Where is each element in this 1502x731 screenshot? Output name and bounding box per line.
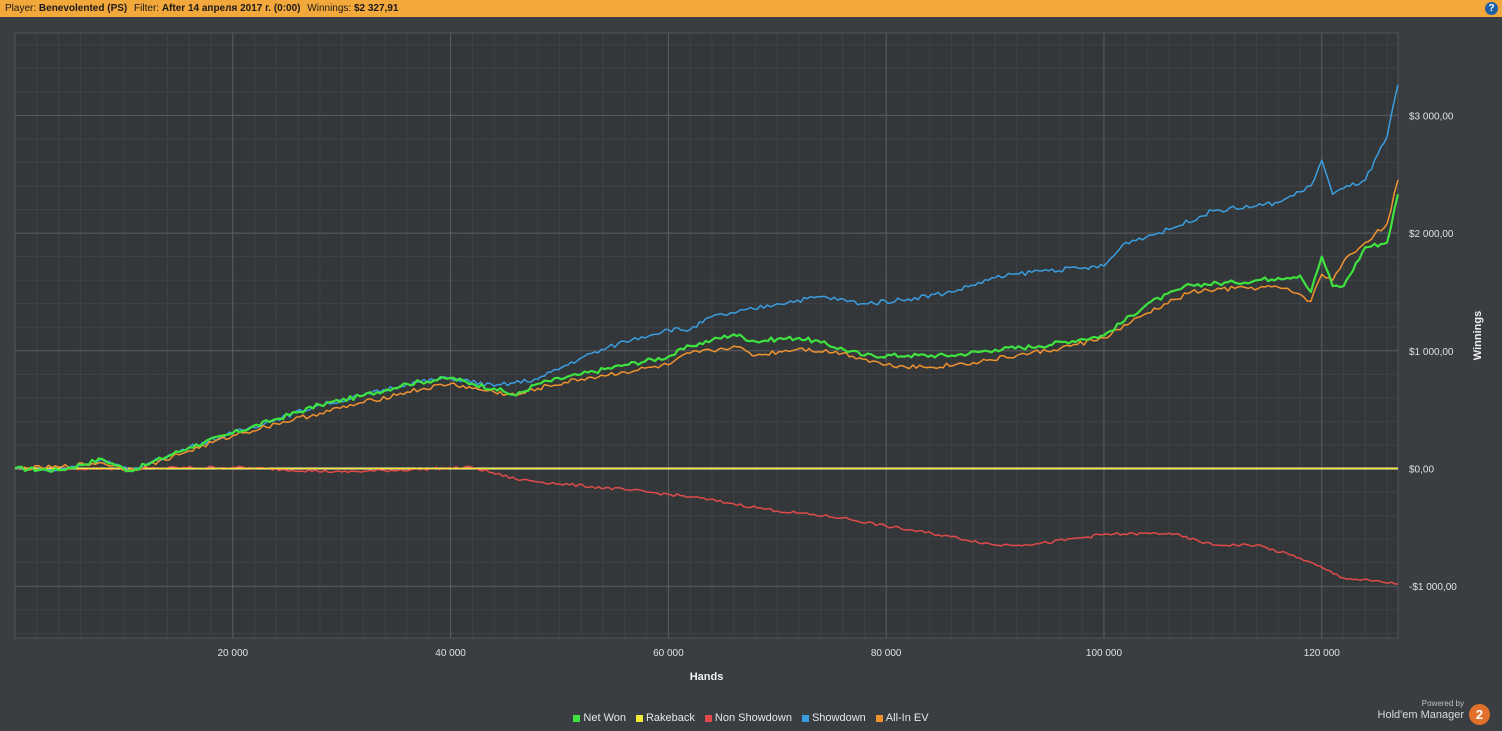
filter-header-bar: Player: Benevolented (PS) Filter: After …	[0, 0, 1502, 17]
legend-item-rakeback[interactable]: Rakeback	[635, 711, 695, 725]
legend-label-showdown: Showdown	[811, 712, 866, 724]
major-gridlines	[15, 33, 1398, 638]
y-tick-label: -$1 000,00	[1409, 582, 1457, 593]
brand-watermark: Powered by Hold'em Manager 2	[1360, 699, 1490, 729]
x-axis-title: Hands	[690, 671, 724, 683]
legend-item-showdown[interactable]: Showdown	[801, 711, 866, 725]
legend-swatch-net-won	[573, 714, 581, 722]
winnings-value: $2 327,91	[353, 3, 399, 14]
x-tick-label: 120 000	[1304, 648, 1341, 659]
legend-label-non-showdown: Non Showdown	[714, 712, 792, 724]
x-tick-label: 100 000	[1086, 648, 1123, 659]
hm2-logo-icon: 2	[1469, 704, 1490, 725]
y-tick-label: $0,00	[1409, 465, 1434, 476]
legend-swatch-rakeback	[635, 714, 643, 722]
x-tick-label: 20 000	[217, 648, 248, 659]
series-line-all-in-ev	[14, 179, 1399, 472]
x-tick-label: 80 000	[871, 648, 902, 659]
series-line-net-won	[14, 194, 1400, 473]
chart-legend: Net Won Rakeback Non Showdown Showdown A…	[0, 711, 1502, 725]
legend-label-rakeback: Rakeback	[645, 712, 695, 724]
player-label: Player:	[5, 3, 37, 14]
y-tick-label: $3 000,00	[1409, 111, 1454, 122]
legend-swatch-all-in-ev	[875, 714, 883, 722]
x-tick-label: 60 000	[653, 648, 684, 659]
legend-item-non-showdown[interactable]: Non Showdown	[704, 711, 792, 725]
help-icon[interactable]: ?	[1485, 2, 1498, 15]
legend-swatch-non-showdown	[704, 714, 712, 722]
legend-swatch-showdown	[801, 714, 809, 722]
winnings-graph: 20 000 40 000 60 000 80 000 100 000 120 000 -…	[14, 32, 1484, 683]
y-tick-label: $1 000,00	[1409, 347, 1454, 358]
y-axis-title: Winnings	[1472, 311, 1484, 360]
filter-value[interactable]: After 14 апреля 2017 г. (0:00)	[161, 3, 301, 14]
player-value[interactable]: Benevolented (PS)	[38, 3, 128, 14]
legend-item-net-won[interactable]: Net Won	[573, 711, 626, 725]
x-tick-label: 40 000	[435, 648, 466, 659]
x-axis-ticks: 20 000 40 000 60 000 80 000 100 000 120 000	[217, 648, 1340, 659]
legend-label-net-won: Net Won	[583, 712, 626, 724]
product-name: Hold'em Manager	[1377, 709, 1464, 721]
powered-by-text: Powered by	[1421, 699, 1464, 708]
y-axis-ticks: -$1 000,00 $0,00 $1 000,00 $2 000,00 $3 000,…	[1409, 111, 1457, 593]
series-group	[14, 84, 1400, 585]
plot-area	[14, 32, 1399, 639]
legend-item-all-in-ev[interactable]: All-In EV	[875, 711, 929, 725]
legend-label-all-in-ev: All-In EV	[885, 712, 929, 724]
winnings-label: Winnings:	[307, 3, 352, 14]
y-tick-label: $2 000,00	[1409, 229, 1454, 240]
filter-label: Filter:	[134, 3, 160, 14]
